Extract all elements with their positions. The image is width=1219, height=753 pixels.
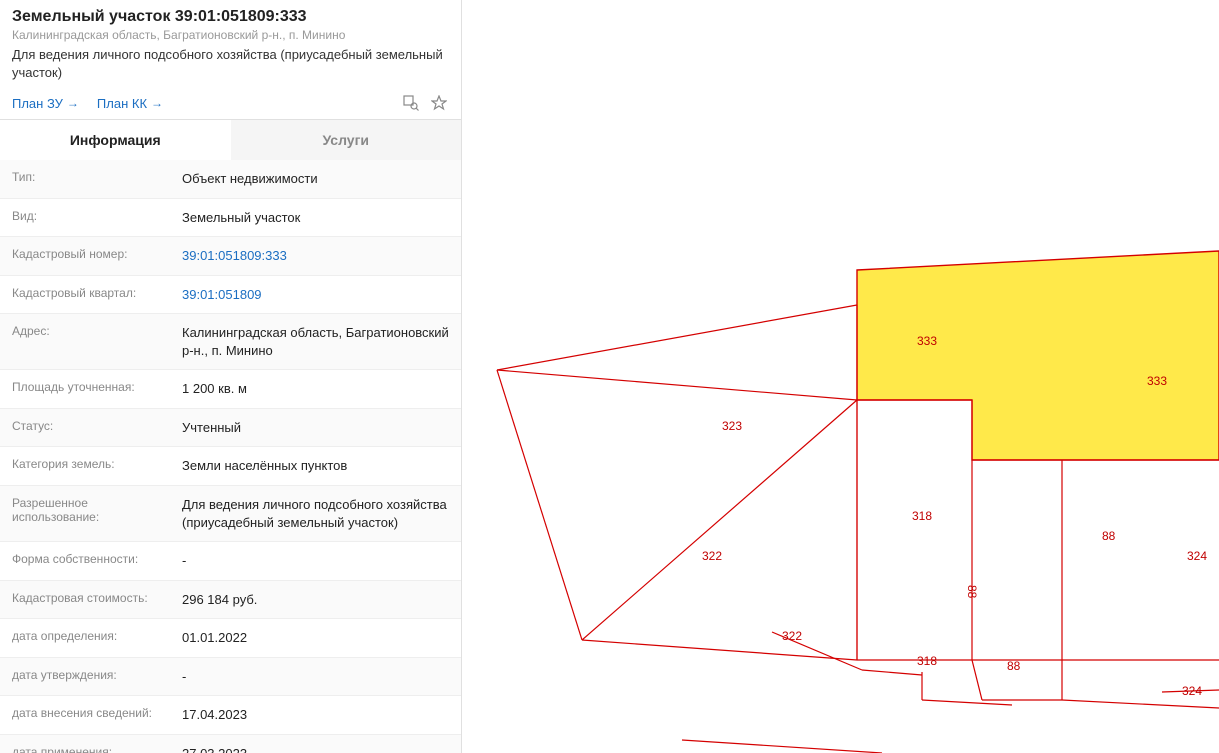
parcel-label: 333 [917, 334, 937, 348]
info-value: Учтенный [182, 419, 449, 437]
info-row: Тип:Объект недвижимости [0, 160, 461, 199]
map-panel[interactable]: 333 333 323 322 322 318 318 88 88 88 324 324 [462, 0, 1219, 753]
info-row: дата определения:01.01.2022 [0, 619, 461, 658]
info-label: дата определения: [12, 629, 182, 643]
parcel-label: 318 [917, 654, 937, 668]
parcel-boundary [582, 400, 857, 640]
highlighted-parcel[interactable] [857, 251, 1219, 460]
info-label: Форма собственности: [12, 552, 182, 566]
info-row: Площадь уточненная:1 200 кв. м [0, 370, 461, 409]
info-row: Разрешенное использование:Для ведения ли… [0, 486, 461, 542]
info-value: 296 184 руб. [182, 591, 449, 609]
find-on-map-icon[interactable] [401, 93, 421, 113]
plan-kk-link[interactable]: План КК → [97, 96, 163, 111]
plan-zu-label: План ЗУ [12, 96, 63, 111]
info-label: Статус: [12, 419, 182, 433]
tab-services[interactable]: Услуги [231, 120, 462, 160]
info-value: Земли населённых пунктов [182, 457, 449, 475]
info-row: дата внесения сведений:17.04.2023 [0, 696, 461, 735]
parcel-boundary [862, 670, 922, 675]
info-label: Площадь уточненная: [12, 380, 182, 394]
parcel-label: 322 [702, 549, 722, 563]
page-subtitle: Калининградская область, Багратионовский… [12, 28, 449, 42]
tabs: Информация Услуги [0, 119, 461, 160]
parcel-label: 318 [912, 509, 932, 523]
info-value: Земельный участок [182, 209, 449, 227]
info-value: 17.04.2023 [182, 706, 449, 724]
info-label: дата применения: [12, 745, 182, 753]
info-label: Кадастровый квартал: [12, 286, 182, 300]
info-row: Кадастровая стоимость:296 184 руб. [0, 581, 461, 620]
info-label: Вид: [12, 209, 182, 223]
tab-info[interactable]: Информация [0, 120, 231, 160]
parcel-boundary [497, 305, 857, 370]
parcel-label: 324 [1182, 684, 1202, 698]
left-panel: Земельный участок 39:01:051809:333 Калин… [0, 0, 462, 753]
info-row: дата утверждения:- [0, 658, 461, 697]
info-label: дата утверждения: [12, 668, 182, 682]
arrow-right-icon: → [67, 96, 79, 110]
info-row: Адрес:Калининградская область, Багратион… [0, 314, 461, 370]
parcel-boundary [497, 370, 857, 400]
info-row: Кадастровый номер:39:01:051809:333 [0, 237, 461, 276]
info-value: Калининградская область, Багратионовский… [182, 324, 449, 359]
info-value: Для ведения личного подсобного хозяйства… [182, 496, 449, 531]
parcel-boundary [1062, 700, 1219, 708]
info-row: Категория земель:Земли населённых пункто… [0, 447, 461, 486]
info-row: Вид:Земельный участок [0, 199, 461, 238]
info-value-link[interactable]: 39:01:051809 [182, 286, 449, 304]
parcel-label: 88 [1102, 529, 1116, 543]
favorite-star-icon[interactable] [429, 93, 449, 113]
page-title: Земельный участок 39:01:051809:333 [12, 8, 449, 26]
info-label: Разрешенное использование: [12, 496, 182, 524]
cadastral-map[interactable]: 333 333 323 322 322 318 318 88 88 88 324 324 [462, 0, 1219, 753]
header: Земельный участок 39:01:051809:333 Калин… [0, 0, 461, 85]
info-value: 1 200 кв. м [182, 380, 449, 398]
info-table: Тип:Объект недвижимостиВид:Земельный уча… [0, 160, 461, 753]
parcel-boundary [922, 700, 1012, 705]
info-row: дата применения:27.03.2023 [0, 735, 461, 753]
info-value: 27.03.2023 [182, 745, 449, 753]
info-value: - [182, 552, 449, 570]
parcel-label: 333 [1147, 374, 1167, 388]
info-row: Статус:Учтенный [0, 409, 461, 448]
info-value: 01.01.2022 [182, 629, 449, 647]
parcel-boundary [682, 740, 882, 753]
parcel-label: 88 [965, 585, 979, 599]
info-row: Форма собственности:- [0, 542, 461, 581]
plan-zu-link[interactable]: План ЗУ → [12, 96, 79, 111]
parcel-boundary [497, 370, 582, 640]
parcel-label: 88 [1007, 659, 1021, 673]
parcel-label: 322 [782, 629, 802, 643]
parcel-label: 323 [722, 419, 742, 433]
info-label: Тип: [12, 170, 182, 184]
info-row: Кадастровый квартал:39:01:051809 [0, 276, 461, 315]
arrow-right-icon: → [151, 96, 163, 110]
info-value: Объект недвижимости [182, 170, 449, 188]
info-label: Кадастровый номер: [12, 247, 182, 261]
info-label: Категория земель: [12, 457, 182, 471]
info-value-link[interactable]: 39:01:051809:333 [182, 247, 449, 265]
plan-kk-label: План КК [97, 96, 147, 111]
links-row: План ЗУ → План КК → [0, 85, 461, 119]
parcel-boundary [972, 660, 982, 700]
info-label: Кадастровая стоимость: [12, 591, 182, 605]
info-label: дата внесения сведений: [12, 706, 182, 720]
info-value: - [182, 668, 449, 686]
page-description: Для ведения личного подсобного хозяйства… [12, 46, 449, 81]
info-label: Адрес: [12, 324, 182, 338]
parcel-label: 324 [1187, 549, 1207, 563]
